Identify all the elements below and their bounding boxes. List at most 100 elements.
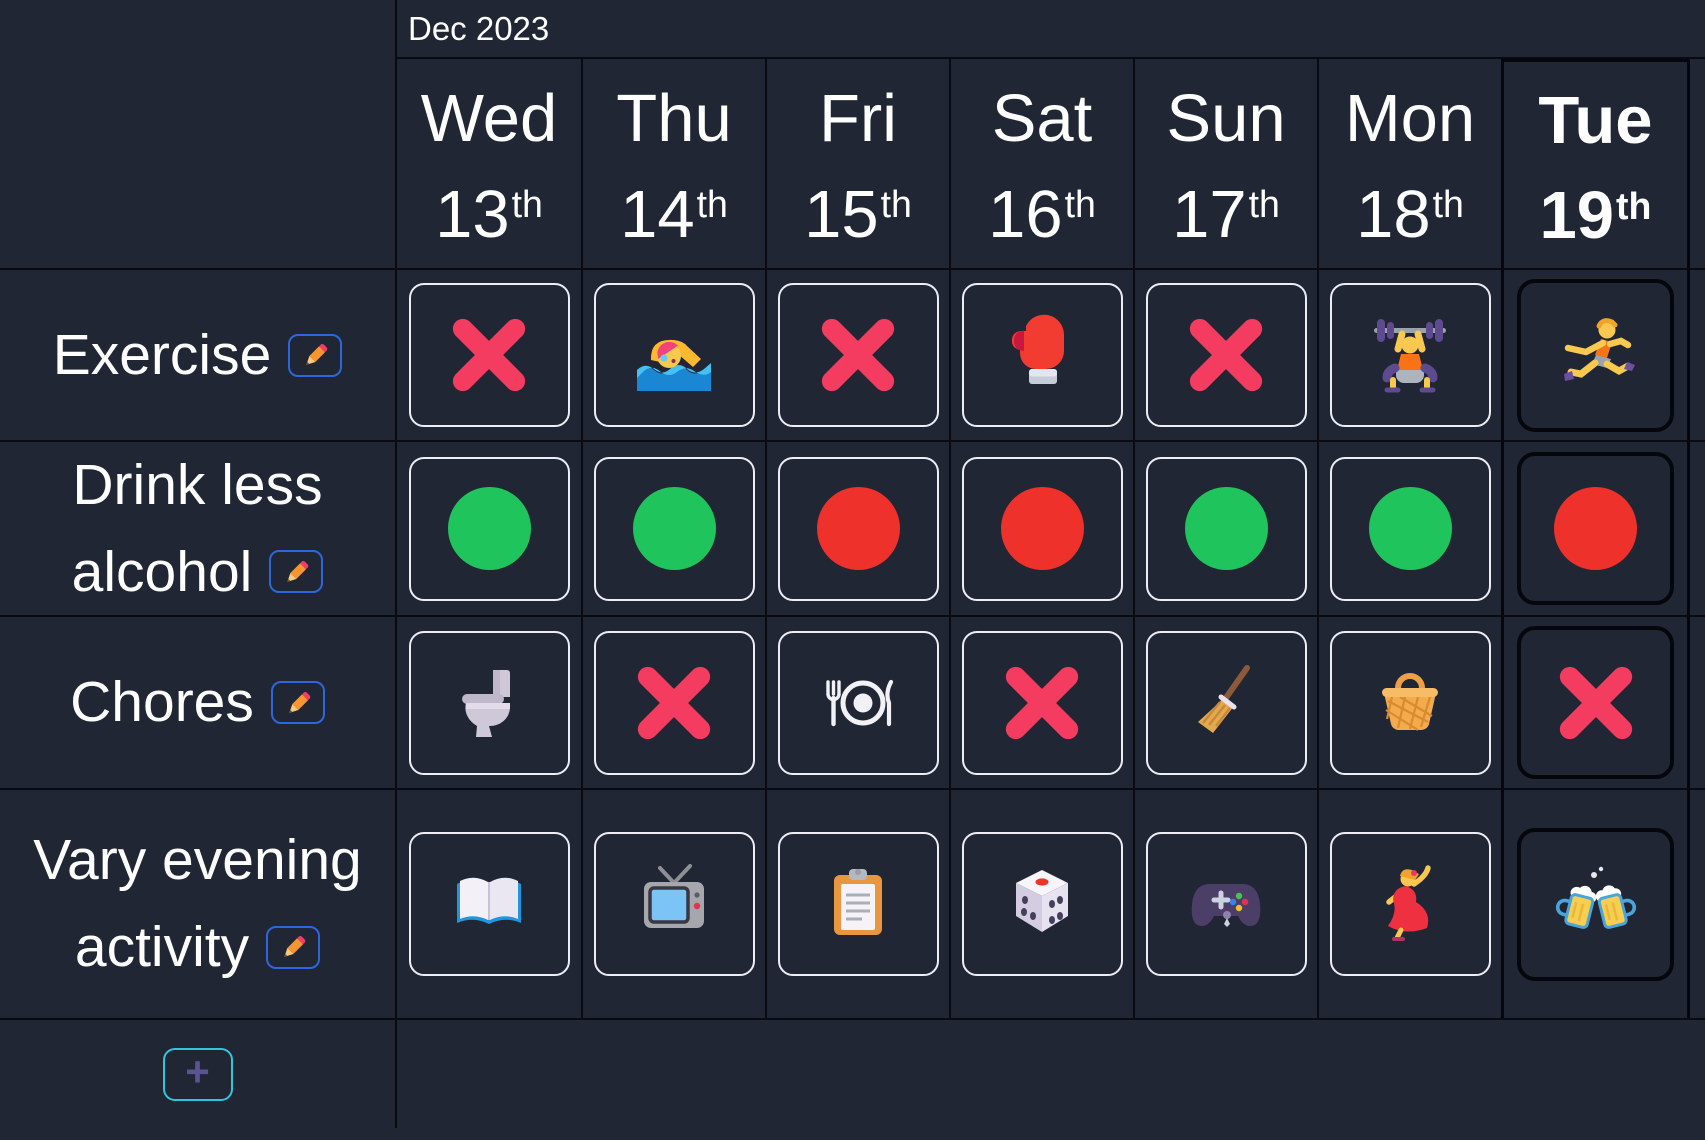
- day-date: 18th: [1356, 176, 1464, 252]
- day-cell: [765, 268, 949, 440]
- habit-label-text: Drink less: [72, 452, 323, 517]
- habit-label-line: Chores: [70, 659, 325, 746]
- day-cell: [1133, 788, 1317, 1018]
- habit-cell[interactable]: [1517, 452, 1674, 605]
- habit-label-line: alcohol: [72, 529, 324, 616]
- status-circle-icon: [1000, 487, 1084, 570]
- day-cell: [397, 615, 581, 788]
- ordinal-suffix: th: [1248, 183, 1280, 225]
- day-cell: [765, 788, 949, 1018]
- habit-cell[interactable]: [1329, 283, 1491, 427]
- day-date: 13th: [435, 176, 543, 252]
- broom-icon: [1184, 661, 1268, 745]
- ordinal-suffix: th: [696, 183, 728, 225]
- habit-cell[interactable]: [961, 630, 1123, 775]
- ordinal-suffix: th: [1064, 183, 1096, 225]
- habit-cell[interactable]: [1517, 626, 1674, 779]
- game-controller-icon: [1184, 862, 1268, 946]
- television-icon: [632, 862, 716, 946]
- habit-cell[interactable]: [408, 630, 570, 775]
- habit-label-text: Exercise: [52, 322, 272, 387]
- habit-cell[interactable]: [1145, 832, 1307, 976]
- pencil-icon: [283, 688, 313, 718]
- habit-cell[interactable]: [408, 283, 570, 427]
- add-row-filler: [397, 1018, 1705, 1128]
- habit-cell[interactable]: [777, 630, 939, 775]
- day-name: Mon: [1344, 81, 1476, 157]
- day-header-sat: Sat 16th: [949, 59, 1133, 268]
- habit-cell[interactable]: [408, 832, 570, 976]
- habit-cell[interactable]: [777, 283, 939, 427]
- edit-habit-button[interactable]: [270, 681, 325, 724]
- day-header-wed: Wed 13th: [397, 59, 581, 268]
- pencil-icon: [278, 932, 308, 962]
- day-cell: [1501, 440, 1690, 615]
- habit-cell[interactable]: [961, 456, 1123, 601]
- habit-label-line: activity: [74, 904, 321, 991]
- status-circle-icon: [447, 487, 531, 570]
- day-header-fri: Fri 15th: [765, 59, 949, 268]
- swimmer-icon: [632, 313, 716, 397]
- habit-cell[interactable]: [1329, 456, 1491, 601]
- habit-label-text: alcohol: [71, 539, 253, 604]
- day-header-filler: [1690, 59, 1705, 268]
- habit-label-text: activity: [74, 915, 250, 979]
- day-name: Thu: [616, 81, 732, 157]
- dancer-icon: [1368, 862, 1452, 946]
- habit-cell[interactable]: [593, 630, 755, 775]
- status-circle-icon: [816, 487, 900, 570]
- day-cell: [397, 788, 581, 1018]
- row-filler: [1690, 615, 1705, 788]
- pencil-icon: [281, 557, 311, 587]
- habit-cell[interactable]: [777, 456, 939, 601]
- toilet-icon: [447, 661, 531, 745]
- cross-mark-icon: [445, 311, 533, 399]
- day-date: 16th: [988, 176, 1096, 252]
- habit-cell[interactable]: [593, 832, 755, 976]
- cross-mark-icon: [814, 311, 902, 399]
- habit-cell[interactable]: [1517, 827, 1674, 981]
- habit-label-line: Exercise: [53, 312, 343, 399]
- row-filler: [1690, 440, 1705, 615]
- habit-label-text: Vary evening: [33, 828, 362, 893]
- habit-label-exercise: Exercise: [0, 268, 397, 440]
- habit-cell[interactable]: [1145, 456, 1307, 601]
- habit-cell[interactable]: [1329, 630, 1491, 775]
- habit-cell[interactable]: [961, 283, 1123, 427]
- habit-label-line: Drink less: [72, 442, 322, 529]
- edit-habit-button[interactable]: [266, 925, 321, 969]
- day-date: 15th: [804, 176, 912, 252]
- ordinal-suffix: th: [1432, 183, 1464, 225]
- status-circle-icon: [1184, 487, 1268, 570]
- day-cell: [397, 440, 581, 615]
- status-circle-icon: [632, 487, 716, 570]
- edit-habit-button[interactable]: [269, 550, 324, 594]
- day-cell: [1501, 268, 1690, 440]
- habit-cell[interactable]: [961, 832, 1123, 976]
- edit-habit-button[interactable]: [288, 333, 343, 377]
- day-header-thu: Thu 14th: [581, 59, 765, 268]
- day-name: Wed: [420, 81, 558, 157]
- habit-cell[interactable]: [1145, 630, 1307, 775]
- habit-label-chores: Chores: [0, 615, 397, 788]
- habit-cell[interactable]: [593, 283, 755, 427]
- habit-label-line: Vary evening: [33, 817, 361, 904]
- day-cell: [949, 268, 1133, 440]
- habit-cell[interactable]: [593, 456, 755, 601]
- row-filler: [1690, 268, 1705, 440]
- habit-cell[interactable]: [408, 456, 570, 601]
- day-cell: [581, 440, 765, 615]
- add-habit-button[interactable]: +: [162, 1047, 233, 1101]
- day-cell: [949, 615, 1133, 788]
- cross-mark-icon: [998, 659, 1086, 747]
- habit-cell[interactable]: [1329, 832, 1491, 976]
- basket-icon: [1368, 661, 1452, 745]
- habit-cell[interactable]: [777, 832, 939, 976]
- row-filler: [1690, 788, 1705, 1018]
- day-header-spacer: [0, 59, 397, 268]
- habit-cell[interactable]: [1145, 283, 1307, 427]
- day-cell: [949, 440, 1133, 615]
- habit-cell[interactable]: [1517, 278, 1674, 432]
- ordinal-suffix: th: [880, 183, 912, 225]
